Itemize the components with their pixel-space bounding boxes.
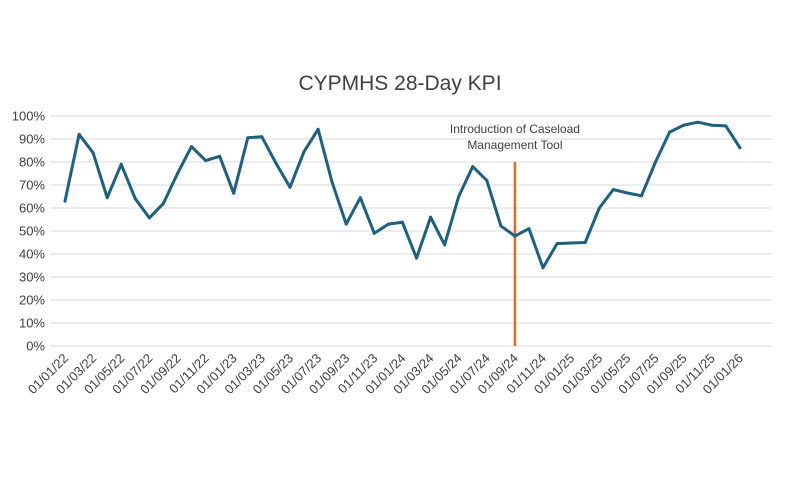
annotation-text: Introduction of Caseload [450, 122, 580, 136]
series-line [63, 120, 742, 270]
annotation-text: Management Tool [467, 138, 562, 152]
data-point [583, 241, 587, 244]
data-point [190, 145, 193, 149]
data-point [513, 234, 517, 238]
y-tick-label: 60% [19, 201, 45, 216]
data-point [232, 191, 236, 195]
data-point [499, 224, 503, 228]
data-point [63, 199, 67, 203]
data-point [640, 194, 643, 198]
data-point [738, 146, 742, 150]
y-tick-label: 20% [19, 293, 45, 308]
data-point [415, 256, 418, 260]
data-point [555, 242, 559, 246]
data-point [147, 216, 151, 220]
data-point [485, 178, 489, 182]
data-point [654, 160, 657, 164]
data-point [724, 124, 728, 128]
data-point [443, 243, 447, 247]
data-point [91, 151, 95, 155]
y-tick-label: 10% [19, 316, 45, 331]
data-point [668, 130, 672, 134]
annotation: Introduction of Caseload Management Tool [450, 122, 580, 346]
data-point [457, 195, 461, 198]
data-point [625, 191, 629, 195]
y-tick-label: 40% [19, 247, 45, 262]
data-point [105, 196, 109, 200]
data-point [133, 197, 137, 201]
series-layer [63, 120, 742, 270]
data-point [274, 161, 278, 165]
data-point [386, 222, 390, 226]
data-point [330, 180, 334, 184]
y-tick-label: 0% [26, 339, 45, 354]
data-point [471, 165, 475, 169]
data-point [161, 201, 165, 205]
data-point [597, 206, 601, 210]
y-tick-label: 30% [19, 270, 45, 285]
data-point [358, 196, 362, 200]
data-point [696, 120, 700, 124]
data-point [288, 185, 292, 189]
data-point [400, 220, 404, 224]
data-point [204, 159, 208, 163]
data-point [569, 241, 573, 245]
x-axis-ticks: 01/01/2201/03/2201/05/2201/07/2201/09/22… [25, 351, 746, 397]
data-point [260, 135, 264, 139]
data-point [176, 172, 179, 175]
data-point [541, 266, 545, 270]
y-axis-ticks: 0% 10% 20% 30% 40% 50% 60% 70% 80% 90% 100% [12, 109, 46, 354]
y-tick-label: 100% [12, 109, 46, 124]
data-point [682, 123, 686, 127]
data-point [77, 132, 81, 136]
y-tick-label: 70% [19, 178, 45, 193]
data-point [527, 227, 531, 231]
y-tick-label: 50% [19, 224, 45, 239]
data-point [710, 123, 714, 127]
data-point [119, 162, 123, 166]
data-point [246, 136, 250, 140]
data-point [372, 231, 376, 235]
y-tick-label: 80% [19, 155, 45, 170]
data-point [218, 154, 222, 158]
data-point [611, 188, 615, 192]
y-tick-label: 90% [19, 132, 45, 147]
data-point [344, 222, 348, 226]
data-point [302, 150, 306, 154]
gridlines [50, 115, 772, 347]
data-point [429, 215, 433, 219]
chart-title: CYPMHS 28-Day KPI [298, 72, 501, 95]
data-point [316, 127, 320, 131]
